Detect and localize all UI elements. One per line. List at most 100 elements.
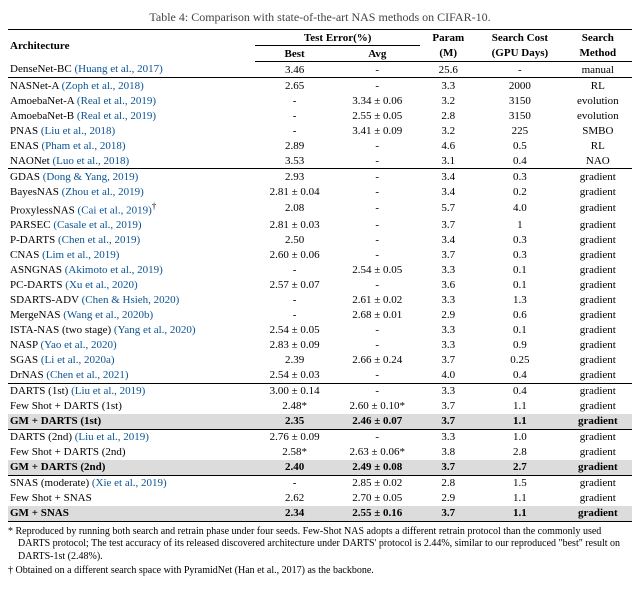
cell-avg: 2.46 ± 0.07	[334, 414, 420, 430]
arch-name: GM + DARTS (1st)	[10, 415, 101, 427]
cell-best: 2.48*	[255, 399, 334, 414]
cell-architecture: NASP (Yao et al., 2020)	[8, 338, 255, 353]
header-row-1: Architecture Test Error(%) Param Search …	[8, 30, 632, 46]
table-row: DrNAS (Chen et al., 2021)2.54 ± 0.03-4.0…	[8, 368, 632, 384]
cell-architecture: PNAS (Liu et al., 2018)	[8, 123, 255, 138]
table-row: Few Shot + SNAS2.622.70 ± 0.052.91.1grad…	[8, 491, 632, 506]
cell-best: 2.40	[255, 460, 334, 476]
citation: (Wang et al., 2020b)	[63, 309, 153, 321]
cell-param: 3.3	[420, 338, 476, 353]
arch-name: ProxylessNAS	[10, 204, 75, 216]
table-row: ProxylessNAS (Cai et al., 2019)†2.08-5.7…	[8, 199, 632, 218]
cell-avg: -	[334, 323, 420, 338]
col-best: Best	[255, 46, 334, 62]
cell-architecture: SGAS (Li et al., 2020a)	[8, 353, 255, 368]
cell-architecture: PC-DARTS (Xu et al., 2020)	[8, 278, 255, 293]
table-row: Few Shot + DARTS (1st)2.48*2.60 ± 0.10*3…	[8, 399, 632, 414]
cell-param: 3.8	[420, 445, 476, 460]
citation: (Cai et al., 2019)	[78, 204, 152, 216]
citation: (Zoph et al., 2018)	[62, 80, 144, 92]
cell-architecture: PARSEC (Casale et al., 2019)	[8, 218, 255, 233]
cell-cost: 1.1	[476, 399, 563, 414]
cell-method: gradient	[564, 248, 632, 263]
cell-best: 2.54 ± 0.03	[255, 368, 334, 384]
arch-name: P-DARTS	[10, 234, 55, 246]
cell-avg: -	[334, 153, 420, 169]
cell-method: gradient	[564, 414, 632, 430]
cell-method: NAO	[564, 153, 632, 169]
cell-cost: 0.3	[476, 233, 563, 248]
cell-cost: 225	[476, 123, 563, 138]
cell-architecture: NAONet (Luo et al., 2018)	[8, 153, 255, 169]
col-param-unit: (M)	[420, 46, 476, 62]
cell-param: 3.3	[420, 78, 476, 94]
cell-architecture: DenseNet-BC (Huang et al., 2017)	[8, 62, 255, 78]
citation: (Xu et al., 2020)	[65, 279, 137, 291]
cell-avg: 2.63 ± 0.06*	[334, 445, 420, 460]
footnote-dagger: † Obtained on a different search space w…	[18, 565, 632, 578]
arch-name: Few Shot + DARTS (1st)	[10, 400, 122, 412]
cell-param: 3.7	[420, 248, 476, 263]
cell-best: 2.89	[255, 138, 334, 153]
citation: (Li et al., 2020a)	[41, 354, 115, 366]
cell-method: gradient	[564, 383, 632, 399]
cell-avg: -	[334, 199, 420, 218]
cell-param: 3.7	[420, 414, 476, 430]
cell-cost: 0.1	[476, 278, 563, 293]
cell-best: -	[255, 475, 334, 491]
table-row: SDARTS-ADV (Chen & Hsieh, 2020)-2.61 ± 0…	[8, 293, 632, 308]
footnote-star: * Reproduced by running both search and …	[18, 526, 632, 564]
cell-architecture: ASNGNAS (Akimoto et al., 2019)	[8, 263, 255, 278]
arch-name: AmoebaNet-B	[10, 110, 74, 122]
cell-method: evolution	[564, 108, 632, 123]
cell-best: 2.76 ± 0.09	[255, 429, 334, 445]
col-search-method: Search	[564, 30, 632, 46]
cell-avg: 2.55 ± 0.16	[334, 506, 420, 522]
cell-avg: -	[334, 233, 420, 248]
cell-cost: -	[476, 62, 563, 78]
table-row: DenseNet-BC (Huang et al., 2017)3.46-25.…	[8, 62, 632, 78]
cell-best: 2.34	[255, 506, 334, 522]
arch-name: ISTA-NAS (two stage)	[10, 324, 111, 336]
cell-method: gradient	[564, 233, 632, 248]
citation: (Zhou et al., 2019)	[62, 186, 144, 198]
cell-param: 4.0	[420, 368, 476, 384]
citation: (Chen et al., 2019)	[58, 234, 140, 246]
arch-name: NASP	[10, 339, 38, 351]
citation: (Dong & Yang, 2019)	[43, 171, 139, 183]
cell-avg: 2.68 ± 0.01	[334, 308, 420, 323]
table-row: CNAS (Lim et al., 2019)2.60 ± 0.06-3.70.…	[8, 248, 632, 263]
citation: (Liu et al., 2018)	[41, 125, 115, 137]
cell-param: 3.4	[420, 169, 476, 185]
table-row: PC-DARTS (Xu et al., 2020)2.57 ± 0.07-3.…	[8, 278, 632, 293]
table-row: ASNGNAS (Akimoto et al., 2019)-2.54 ± 0.…	[8, 263, 632, 278]
col-avg: Avg	[334, 46, 420, 62]
cell-cost: 2.7	[476, 460, 563, 476]
cell-architecture: GM + DARTS (2nd)	[8, 460, 255, 476]
arch-name: DenseNet-BC	[10, 63, 72, 75]
arch-name: ASNGNAS	[10, 264, 62, 276]
cell-architecture: GM + SNAS	[8, 506, 255, 522]
cell-best: -	[255, 293, 334, 308]
cell-param: 25.6	[420, 62, 476, 78]
cell-cost: 2000	[476, 78, 563, 94]
cell-best: -	[255, 308, 334, 323]
cell-method: gradient	[564, 506, 632, 522]
cell-method: gradient	[564, 429, 632, 445]
col-test-error: Test Error(%)	[255, 30, 420, 46]
citation: (Chen et al., 2021)	[46, 369, 128, 381]
table-row: PARSEC (Casale et al., 2019)2.81 ± 0.03-…	[8, 218, 632, 233]
cell-architecture: CNAS (Lim et al., 2019)	[8, 248, 255, 263]
cell-param: 3.2	[420, 93, 476, 108]
col-search-cost: Search Cost	[476, 30, 563, 46]
cell-cost: 3150	[476, 93, 563, 108]
citation: (Pham et al., 2018)	[41, 140, 125, 152]
cell-param: 2.8	[420, 475, 476, 491]
cell-param: 3.1	[420, 153, 476, 169]
cell-param: 2.8	[420, 108, 476, 123]
cell-architecture: DARTS (1st) (Liu et al., 2019)	[8, 383, 255, 399]
arch-name: DARTS (1st)	[10, 385, 68, 397]
cell-param: 3.3	[420, 293, 476, 308]
cell-cost: 0.3	[476, 248, 563, 263]
cell-best: 2.08	[255, 199, 334, 218]
